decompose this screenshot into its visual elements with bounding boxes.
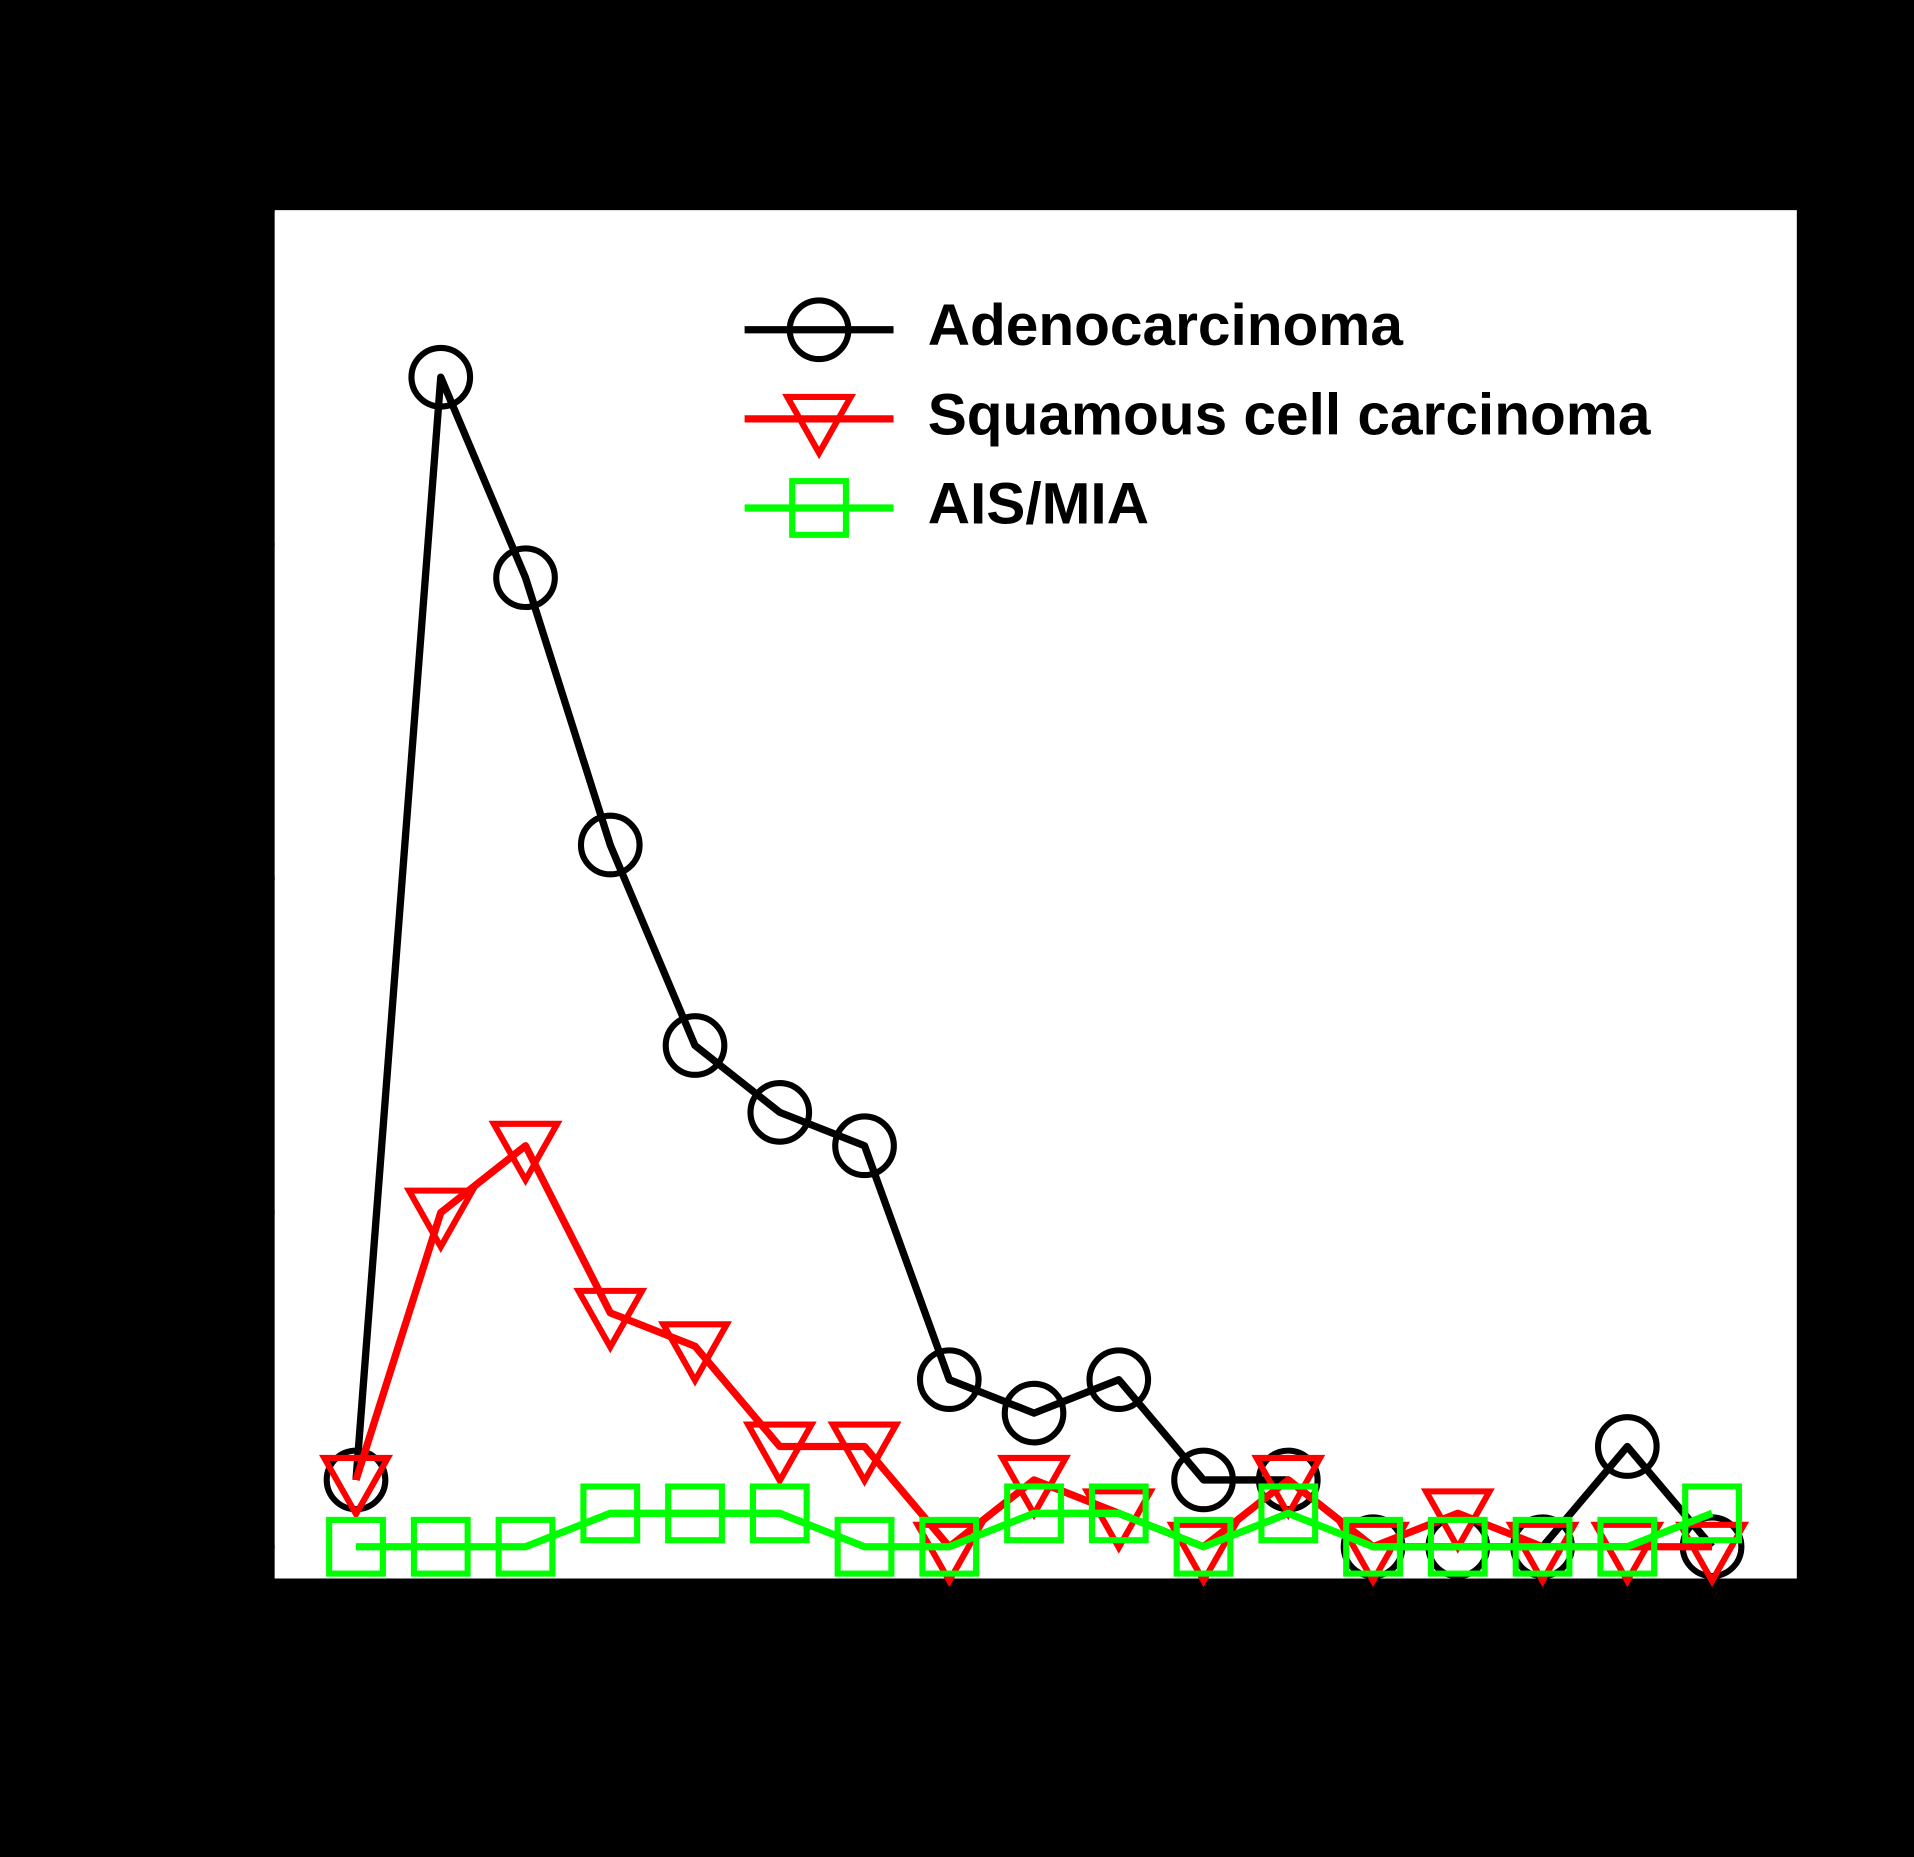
marker <box>665 1483 725 1544</box>
y-axis-label: Number of patient <box>27 680 87 1107</box>
marker <box>1427 1516 1488 1577</box>
marker <box>919 1516 980 1577</box>
marker <box>786 297 852 363</box>
marker <box>488 1120 563 1187</box>
legend-label: AIS/MIA <box>928 471 1149 536</box>
marker <box>658 1321 732 1387</box>
marker <box>916 1347 982 1413</box>
legend-label: Adenocarcinoma <box>928 293 1404 358</box>
x-tick-label: 8 <box>1697 1630 1727 1690</box>
marker <box>1597 1516 1658 1577</box>
marker <box>319 1454 393 1521</box>
plot-area <box>274 210 1797 1579</box>
marker <box>782 393 857 460</box>
marker <box>789 478 849 538</box>
marker <box>1166 1521 1241 1588</box>
x-tick-label: 0 <box>341 1630 371 1690</box>
marker <box>1001 1380 1067 1446</box>
y-tick-label: 20 <box>160 845 220 905</box>
x-tick-label: 4 <box>1019 1630 1049 1690</box>
marker <box>1258 1483 1319 1544</box>
marker <box>662 1013 728 1078</box>
y-tick-label: 30 <box>160 510 220 570</box>
x-tick-label: 2 <box>680 1630 710 1690</box>
marker <box>834 1516 895 1577</box>
marker <box>1682 1483 1742 1544</box>
marker <box>410 1516 471 1577</box>
marker <box>1675 1521 1750 1588</box>
marker <box>747 1080 813 1145</box>
marker <box>408 344 474 410</box>
marker <box>749 1483 810 1544</box>
marker <box>1088 1483 1149 1544</box>
marker <box>493 545 558 611</box>
marker <box>832 1113 897 1179</box>
marker <box>1086 1347 1152 1413</box>
marker <box>326 1516 386 1577</box>
y-tick-label: 10 <box>160 1179 220 1239</box>
marker <box>580 1483 641 1544</box>
marker <box>1336 1521 1411 1588</box>
x-tick-label: 6 <box>1358 1630 1388 1690</box>
y-tick-label: 0 <box>190 1513 220 1573</box>
marker <box>742 1421 817 1487</box>
marker <box>403 1187 478 1253</box>
y-tick-label: 40 <box>160 176 220 236</box>
marker <box>912 1521 987 1588</box>
marker <box>495 1516 556 1577</box>
marker <box>1171 1447 1236 1513</box>
x-axis-label: time (year) <box>907 1761 1164 1821</box>
marker <box>577 812 643 878</box>
marker <box>1004 1483 1064 1544</box>
marker <box>1173 1516 1234 1577</box>
marker <box>827 1421 902 1487</box>
legend-label: Squamous cell carcinoma <box>928 382 1651 447</box>
marker <box>1512 1516 1573 1577</box>
marker <box>1343 1516 1403 1577</box>
marker <box>573 1287 648 1354</box>
marker <box>1594 1414 1660 1479</box>
marker <box>1505 1521 1580 1588</box>
marker <box>1590 1521 1665 1588</box>
